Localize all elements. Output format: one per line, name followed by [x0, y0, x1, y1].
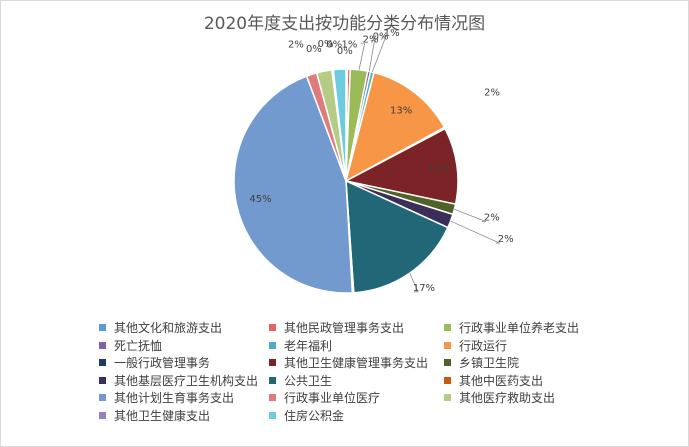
- data-label: 2%: [288, 40, 304, 51]
- legend-swatch: [269, 394, 276, 401]
- chart-title: 2020年度支出按功能分类分布情况图: [203, 14, 486, 34]
- legend-label: 死亡抚恤: [114, 338, 163, 353]
- data-label: 13%: [390, 105, 412, 116]
- data-label: 2%: [498, 234, 514, 245]
- data-label: 45%: [249, 194, 271, 205]
- leader-line: [454, 208, 486, 222]
- legend-label: 一般行政管理事务: [114, 356, 211, 370]
- legend-item: 行政事业单位医疗: [269, 391, 380, 405]
- legend-item: 住房公积金: [269, 409, 344, 423]
- pie-chart: 0%1%2%0%1%13%2%11%2%2%17%0%45%2%0%0%0%: [233, 28, 514, 294]
- legend-swatch: [444, 376, 451, 384]
- legend-swatch: [269, 376, 276, 384]
- legend-label: 其他卫生健康管理事务支出: [284, 356, 429, 370]
- data-label: 0%: [373, 31, 389, 42]
- legend-swatch: [99, 411, 106, 419]
- legend-swatch: [99, 376, 106, 384]
- leader-line: [358, 43, 366, 70]
- legend-item: 死亡抚恤: [99, 339, 162, 353]
- pie-slice: [332, 68, 347, 182]
- leader-line: [368, 39, 376, 72]
- legend-item: 其他中医药支出: [444, 374, 543, 388]
- legend-label: 住房公积金: [284, 408, 345, 423]
- legend-item: 其他基层医疗卫生机构支出: [99, 374, 258, 388]
- legend-item: 其他医疗救助支出: [444, 391, 555, 405]
- leader-line: [371, 36, 387, 73]
- legend-label: 公共卫生: [284, 373, 333, 388]
- pie-slice: [345, 179, 449, 294]
- legend-swatch: [269, 359, 276, 366]
- legend-label: 其他卫生健康支出: [114, 408, 211, 423]
- data-label: 1%: [342, 39, 358, 50]
- legend-label: 其他计划生育事务支出: [114, 391, 235, 405]
- legend-item: 其他文化和旅游支出: [99, 321, 222, 335]
- legend-item: 其他民政管理事务支出: [269, 321, 404, 335]
- data-label: 11%: [428, 163, 450, 174]
- pie-slice: [343, 127, 459, 206]
- legend-item: 行政运行: [444, 339, 507, 353]
- legend-swatch: [444, 394, 451, 401]
- leader-line: [450, 220, 500, 244]
- legend-label: 行政运行: [459, 338, 508, 353]
- legend-item: 行政事业单位养老支出: [444, 321, 579, 335]
- data-label: 2%: [484, 213, 500, 224]
- pie-slice: [344, 71, 446, 183]
- legend-item: 老年福利: [269, 339, 332, 353]
- legend-label: 其他民政管理事务支出: [284, 321, 405, 335]
- legend-item: 一般行政管理事务: [99, 356, 210, 370]
- data-label: 2%: [484, 88, 500, 99]
- leader-line: [409, 272, 419, 293]
- legend-item: 乡镇卫生院: [444, 356, 519, 370]
- legend-swatch: [99, 394, 106, 401]
- data-label: 0%: [337, 46, 353, 57]
- legend-label: 其他基层医疗卫生机构支出: [114, 373, 259, 388]
- legend-swatch: [99, 341, 106, 349]
- legend-item: 公共卫生: [269, 374, 332, 388]
- legend-label: 行政事业单位养老支出: [459, 321, 580, 335]
- legend-label: 行政事业单位医疗: [284, 391, 381, 405]
- legend-swatch: [444, 359, 451, 366]
- legend-item: 其他卫生健康支出: [99, 409, 210, 423]
- legend-swatch: [444, 324, 451, 331]
- legend-label: 老年福利: [284, 338, 333, 353]
- legend-label: 其他医疗救助支出: [459, 391, 556, 405]
- legend-swatch: [269, 411, 276, 419]
- data-label: 0%: [326, 40, 342, 51]
- pie-slice: [233, 75, 354, 294]
- legend-item: 其他卫生健康管理事务支出: [269, 356, 428, 370]
- legend-swatch: [99, 359, 106, 366]
- data-label: 2%: [363, 35, 379, 46]
- legend-swatch: [99, 324, 106, 331]
- legend-item: 其他计划生育事务支出: [99, 391, 234, 405]
- data-label: 0%: [318, 39, 334, 50]
- legend-swatch: [269, 324, 276, 331]
- data-label: 1%: [384, 28, 400, 39]
- legend-swatch: [269, 341, 276, 349]
- legend-label: 乡镇卫生院: [459, 356, 520, 370]
- legend-swatch: [444, 341, 451, 349]
- data-label: 17%: [413, 283, 435, 294]
- data-label: 0%: [306, 44, 322, 55]
- legend-label: 其他文化和旅游支出: [114, 321, 223, 335]
- legend-label: 其他中医药支出: [459, 373, 544, 388]
